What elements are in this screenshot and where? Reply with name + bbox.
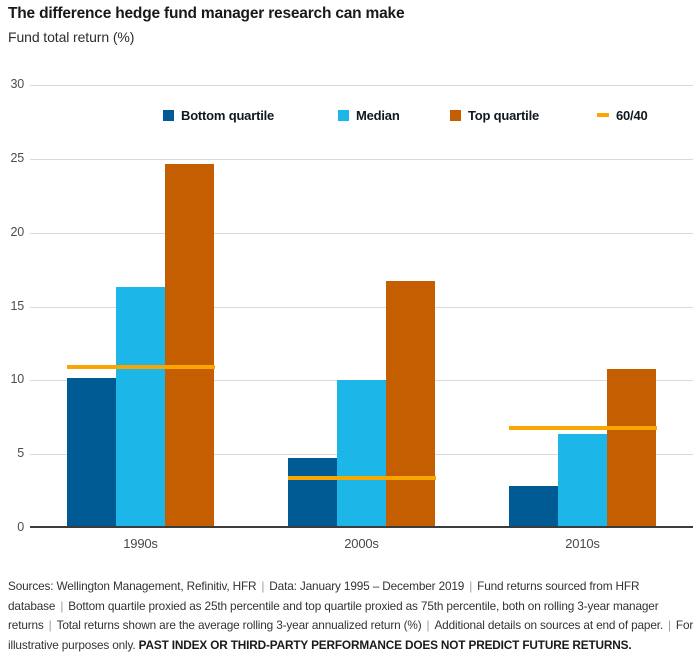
footer-separator: |	[469, 579, 473, 593]
legend-swatch-icon	[163, 109, 174, 121]
footer-separator: |	[426, 618, 430, 632]
y-tick-label: 30	[10, 77, 24, 91]
legend-item-60-40: 60/40	[597, 104, 648, 126]
y-tick-label: 15	[10, 298, 24, 313]
footer-bold-disclaimer: PAST INDEX OR THIRD-PARTY PERFORMANCE DO…	[135, 637, 632, 652]
y-tick-label: 10	[10, 372, 24, 387]
footer-segment: Fund returns sourced from HFR database	[8, 579, 640, 613]
legend-swatch-icon	[597, 113, 609, 117]
bar-bottom-quartile	[67, 378, 116, 526]
footer-segment: Total returns shown are the average roll…	[56, 618, 422, 632]
bar-top-quartile	[607, 369, 656, 526]
footer-segment: For illustrative purposes only.	[8, 618, 694, 652]
plot-area	[30, 85, 693, 528]
source-note: Sources: Wellington Management, Refiniti…	[8, 577, 694, 655]
legend-swatch-icon	[450, 109, 461, 121]
y-tick-label: 5	[17, 446, 24, 461]
y-tick-label: 0	[17, 520, 24, 534]
bar-bottom-quartile	[288, 458, 337, 526]
bar-top-quartile	[386, 280, 435, 526]
footer-separator: |	[668, 618, 671, 632]
bar-median	[558, 434, 607, 526]
60-40-line-segment	[508, 425, 657, 430]
page-title: The difference hedge fund manager resear…	[8, 5, 405, 22]
60-40-line-segment	[287, 475, 436, 480]
footer-separator: |	[48, 618, 52, 632]
legend-label: Top quartile	[468, 107, 540, 123]
y-tick-label: 25	[10, 150, 24, 165]
footer-segment: Data: January 1995 – December 2019	[269, 579, 465, 593]
footer-segment: Bottom quartile proxied as 25th percenti…	[8, 598, 659, 633]
gridline	[30, 85, 693, 86]
60-40-line-segment	[66, 365, 215, 370]
y-tick-label: 20	[10, 224, 24, 239]
x-category-label: 2000s	[344, 536, 379, 551]
gridline	[30, 232, 693, 234]
bar-top-quartile	[165, 164, 214, 526]
footer-segment: Sources: Wellington Management, Refiniti…	[8, 579, 257, 593]
legend-item-bottom-quartile: Bottom quartile	[163, 104, 274, 126]
bar-median	[337, 379, 386, 526]
footer-separator: |	[261, 579, 265, 593]
gridline	[30, 158, 693, 160]
legend-label: Bottom quartile	[181, 107, 275, 123]
x-category-label: 1990s	[123, 536, 158, 551]
chart-subtitle: Fund total return (%)	[8, 29, 135, 45]
x-category-label: 2010s	[565, 536, 600, 551]
footer-segment: Additional details on sources at end of …	[434, 618, 663, 632]
legend-swatch-icon	[338, 109, 349, 121]
legend-label: 60/40	[616, 107, 648, 123]
footer-separator: |	[60, 598, 64, 613]
bar-median	[116, 286, 165, 526]
legend-label: Median	[356, 107, 400, 123]
gridline	[30, 306, 693, 308]
legend-item-median: Median	[338, 104, 400, 126]
legend-item-top-quartile: Top quartile	[450, 104, 539, 126]
bar-bottom-quartile	[509, 486, 558, 526]
